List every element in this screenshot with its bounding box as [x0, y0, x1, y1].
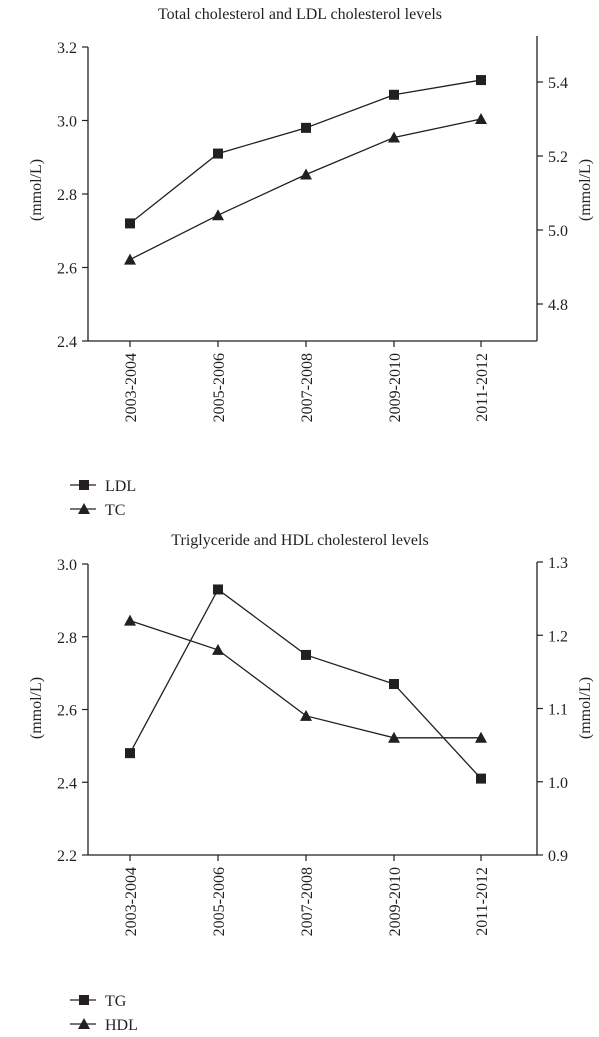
right-tick-label: 1.1	[548, 702, 568, 719]
chart-2: Triglyceride and HDL cholesterol levels 2…	[28, 532, 594, 1034]
left-axis-title: (mmol/L)	[28, 677, 45, 739]
right-axis-title: (mmol/L)	[577, 159, 594, 221]
left-tick-label: 2.2	[57, 848, 77, 865]
x-tick-label: 2011-2012	[474, 867, 491, 936]
legend-marker-hdl	[78, 1018, 90, 1029]
right-tick-label: 1.3	[548, 555, 568, 572]
legend-label-ldl: LDL	[105, 478, 136, 495]
x-tick-label: 2011-2012	[474, 353, 491, 422]
point-tg	[125, 748, 135, 759]
point-tc	[475, 113, 487, 124]
left-tick-label: 2.8	[57, 630, 77, 647]
series-line-ldl	[129, 79, 482, 224]
chart-title: Total cholesterol and LDL cholesterol le…	[158, 6, 442, 23]
x-tick-label: 2007-2008	[299, 353, 316, 422]
right-tick-label: 1.2	[548, 628, 568, 645]
series-line-tc	[129, 118, 482, 261]
point-tg	[213, 584, 223, 595]
series-line-tg	[129, 588, 482, 780]
point-tg	[389, 679, 399, 690]
point-hdl	[212, 643, 224, 655]
point-tg	[476, 773, 486, 784]
x-tick-label: 2007-2008	[299, 867, 316, 936]
right-tick-label: 5.2	[548, 149, 568, 166]
point-ldl	[389, 89, 399, 100]
point-ldl	[125, 218, 135, 229]
point-hdl	[124, 614, 136, 626]
chart-title: Triglyceride and HDL cholesterol levels	[171, 532, 428, 549]
point-tc	[388, 131, 400, 143]
left-axis-title: (mmol/L)	[28, 159, 45, 221]
x-tick-label: 2009-2010	[387, 867, 404, 936]
left-tick-label: 2.6	[57, 261, 77, 278]
x-tick-label: 2009-2010	[387, 353, 404, 422]
left-tick-label: 2.6	[57, 703, 77, 720]
right-axis-title: (mmol/L)	[577, 677, 594, 739]
point-ldl	[301, 122, 311, 133]
x-tick-label: 2003-2004	[123, 353, 140, 422]
left-tick-label: 2.4	[57, 775, 77, 792]
left-tick-label: 2.4	[57, 334, 77, 351]
point-tc	[300, 168, 312, 180]
left-tick-label: 3.2	[57, 40, 77, 57]
x-tick-label: 2003-2004	[123, 867, 140, 936]
left-tick-label: 3.0	[57, 557, 77, 574]
left-tick-label: 2.8	[57, 187, 77, 204]
right-tick-label: 0.9	[548, 848, 568, 865]
point-hdl	[300, 709, 312, 721]
legend-label-tg: TG	[105, 993, 127, 1010]
point-hdl	[475, 731, 487, 743]
point-hdl	[388, 731, 400, 743]
point-ldl	[476, 75, 486, 86]
legend-label-hdl: HDL	[105, 1017, 138, 1034]
x-tick-label: 2005-2006	[211, 353, 228, 422]
legend-marker-ldl	[79, 480, 89, 490]
legend-marker-tc	[78, 503, 90, 514]
right-tick-label: 5.0	[548, 223, 568, 240]
right-tick-label: 1.0	[548, 775, 568, 792]
x-tick-label: 2005-2006	[211, 867, 228, 936]
chart-1: Total cholesterol and LDL cholesterol le…	[28, 6, 594, 519]
left-tick-label: 3.0	[57, 114, 77, 131]
point-ldl	[213, 148, 223, 159]
right-tick-label: 5.4	[548, 75, 568, 92]
legend-marker-tg	[79, 995, 89, 1005]
point-tg	[301, 649, 311, 660]
right-tick-label: 4.8	[548, 297, 568, 314]
point-tc	[124, 253, 136, 265]
legend-label-tc: TC	[105, 502, 125, 519]
point-tc	[212, 209, 224, 221]
